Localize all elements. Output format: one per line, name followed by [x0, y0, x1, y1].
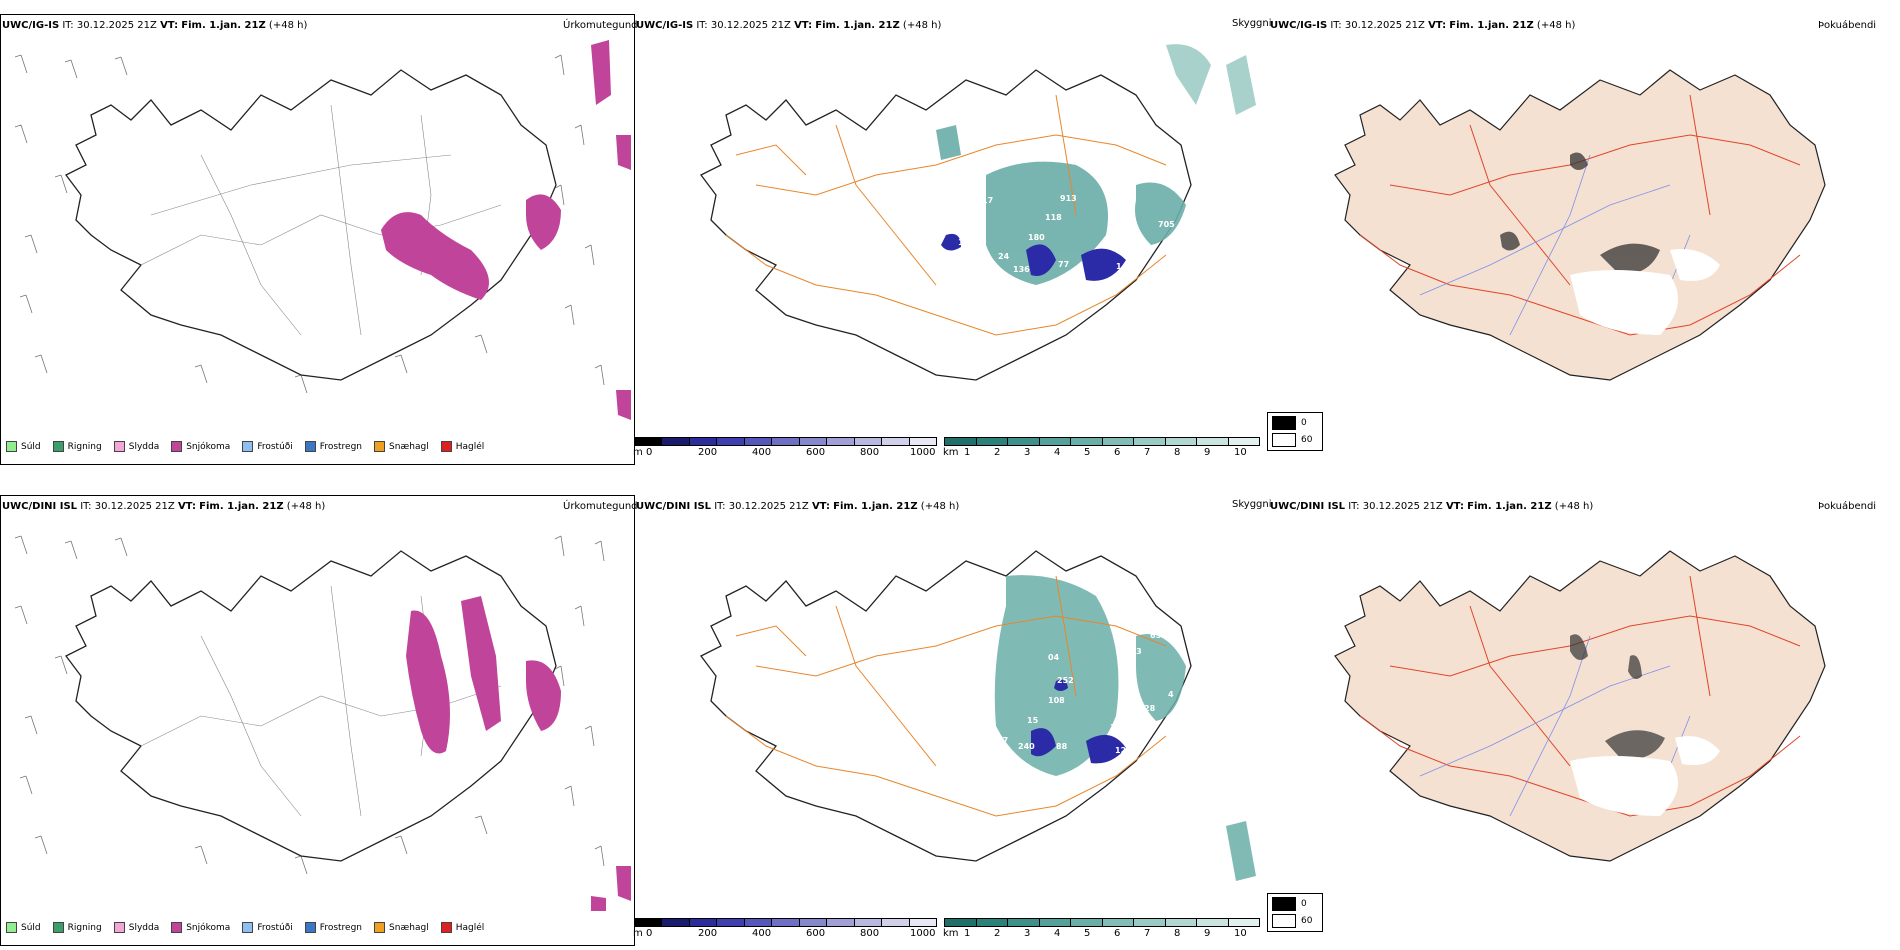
precip-panel-row1	[0, 14, 635, 465]
legend-item: Frostúði	[242, 922, 293, 933]
row2-fog-header: UWC/DINI ISL IT: 30.12.2025 21Z VT: Fim.…	[1270, 501, 1594, 512]
vis-value-label: 17	[982, 196, 994, 205]
fog-legend-item: 0	[1272, 897, 1318, 911]
legend-item: Rigning	[52, 441, 102, 452]
row1-precip-title: Úrkomutegund	[563, 20, 638, 31]
vis-value-label: 136	[1013, 265, 1030, 274]
vis-value-label: 4	[1168, 690, 1174, 699]
vis-value-label: 180	[1110, 723, 1127, 732]
row1-fog-title: Þokuábendi	[1818, 20, 1877, 31]
vis-value-label: 705	[1158, 220, 1175, 229]
legend-item: Slydda	[113, 441, 159, 452]
legend-item: Snjókoma	[171, 441, 230, 452]
row2-vis-header: UWC/DINI ISL IT: 30.12.2025 21Z VT: Fim.…	[636, 501, 960, 512]
vis-value-label: 149	[1116, 262, 1133, 271]
vis-value-label: 77	[1058, 260, 1070, 269]
vis-value-label: 24	[998, 252, 1010, 261]
vis-value-label: 118	[1045, 213, 1062, 222]
row1-vis-title: Skyggni	[1232, 18, 1272, 29]
precip-legend-row2: Súld Rigning Slydda Snjókoma Frostúði Fr…	[6, 922, 496, 933]
vis-value-label: 240	[1018, 742, 1035, 751]
vis-value-label: 17	[997, 736, 1009, 745]
legend-item: Snæhagl	[374, 441, 429, 452]
row1-fog-map	[1334, 69, 1826, 381]
fog-legend-item: 60	[1272, 914, 1318, 928]
km-colorbar-row1: km 1 2 3 4 5 6 7 8 9 10	[943, 437, 1260, 458]
precip-legend-row1: Súld Rigning Slydda Snjókoma Frostúði Fr…	[6, 441, 496, 452]
row2-vis-title: Skyggni	[1232, 499, 1272, 510]
fog-legend-item: 60	[1272, 433, 1318, 447]
row2-fog-map	[1334, 550, 1826, 862]
vis-value-label: 913	[1060, 194, 1077, 203]
row2-precip-header: UWC/DINI ISL IT: 30.12.2025 21Z VT: Fim.…	[2, 501, 326, 512]
vis-value-label: 04	[1048, 653, 1060, 662]
vis-value-label: 15	[958, 238, 970, 247]
legend-item: Snæhagl	[374, 922, 429, 933]
vis-value-label: 180	[1028, 233, 1045, 242]
legend-item: Frostregn	[304, 441, 362, 452]
legend-item: Súld	[6, 441, 41, 452]
legend-item: Haglél	[440, 922, 484, 933]
vis-value-label: 252	[1057, 676, 1074, 685]
vis-value-label: 28	[1144, 704, 1156, 713]
vis-value-label: 15	[1027, 716, 1039, 725]
height-colorbar-row1: m 0 200 400 600 800 1000	[633, 437, 937, 458]
row1-precip-header: UWC/IG-IS IT: 30.12.2025 21Z VT: Fim. 1.…	[2, 20, 308, 31]
row1-fog-header: UWC/IG-IS IT: 30.12.2025 21Z VT: Fim. 1.…	[1270, 20, 1576, 31]
legend-item: Frostúði	[242, 441, 293, 452]
legend-item: Haglél	[440, 441, 484, 452]
legend-item: Súld	[6, 922, 41, 933]
legend-item: Snjókoma	[171, 922, 230, 933]
vis-value-label: 7	[1112, 240, 1118, 249]
km-colorbar-row2: km 1 2 3 4 5 6 7 8 9 10	[943, 918, 1260, 939]
legend-item: Slydda	[113, 922, 159, 933]
row1-precip-map	[14, 40, 631, 420]
precip-panel-row2	[0, 495, 635, 946]
fog-legend-row1: 0 60	[1267, 412, 1323, 451]
row2-precip-title: Úrkomutegund	[563, 501, 638, 512]
vis-value-label: 126	[1115, 746, 1132, 755]
legend-item: Frostregn	[304, 922, 362, 933]
row2-fog-title: Þokuábendi	[1818, 501, 1877, 512]
vis-value-label: 443	[1125, 647, 1142, 656]
row2-vis-map	[700, 550, 1256, 881]
row1-vis-map	[700, 44, 1256, 381]
vis-value-label: 108	[1048, 696, 1065, 705]
row1-vis-header: UWC/IG-IS IT: 30.12.2025 21Z VT: Fim. 1.…	[636, 20, 942, 31]
fog-legend-item: 0	[1272, 416, 1318, 430]
fog-legend-row2: 0 60	[1267, 893, 1323, 932]
height-colorbar-row2: m 0 200 400 600 800 1000	[633, 918, 937, 939]
vis-value-label: 88	[1056, 742, 1068, 751]
vis-value-label: 65	[1150, 631, 1162, 640]
legend-item: Rigning	[52, 922, 102, 933]
row2-precip-map	[14, 535, 631, 911]
